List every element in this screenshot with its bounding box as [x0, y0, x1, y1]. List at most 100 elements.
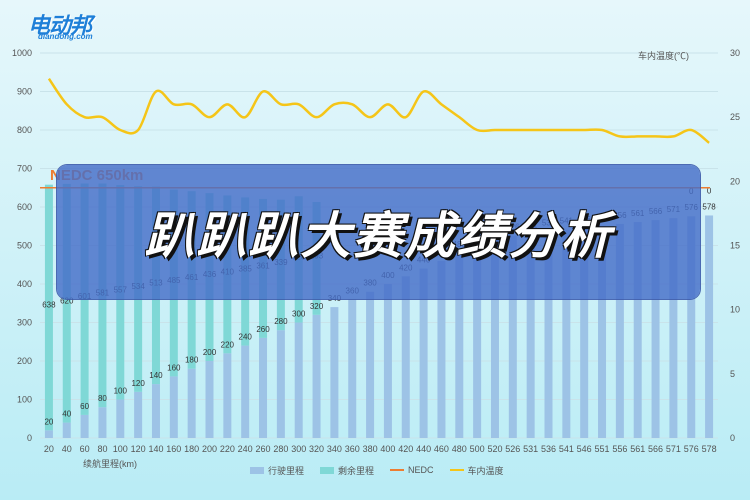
legend-swatch-temp [449, 469, 464, 471]
driven-value-label: 320 [310, 302, 324, 311]
bar-driven [383, 284, 392, 438]
y2-axis-title: 车内温度(℃) [638, 50, 689, 61]
y-tick-label: 300 [17, 318, 32, 328]
bar-driven [80, 414, 89, 438]
bar-driven [687, 216, 696, 438]
x-tick-label: 180 [184, 444, 199, 454]
x-tick-label: 20 [44, 444, 54, 454]
x-tick-label: 400 [380, 444, 395, 454]
driven-value-label: 60 [80, 402, 89, 411]
y2-tick-label: 25 [730, 112, 740, 122]
x-tick-label: 561 [630, 444, 645, 454]
bar-driven [366, 291, 375, 438]
x-tick-label: 566 [648, 444, 663, 454]
bar-driven [134, 391, 143, 438]
bar-driven [276, 330, 285, 438]
x-tick-label: 546 [577, 444, 592, 454]
x-tick-label: 531 [523, 444, 538, 454]
bar-driven [348, 299, 357, 438]
y-tick-label: 800 [17, 125, 32, 135]
bar-driven [294, 322, 303, 438]
bar-driven [116, 399, 125, 438]
x-tick-label: 380 [363, 444, 378, 454]
legend-label-temp: 车内温度 [467, 465, 504, 476]
bar-driven [330, 307, 339, 438]
bar-driven [508, 235, 517, 438]
driven-value-label: 160 [167, 363, 181, 372]
y-tick-label: 0 [27, 433, 32, 443]
bar-driven [580, 227, 589, 438]
x-tick-label: 571 [666, 444, 681, 454]
driven-value-label: 260 [256, 325, 270, 334]
bar-driven [562, 229, 571, 438]
legend-label-nedc: NEDC [408, 465, 434, 475]
bar-driven [241, 345, 250, 438]
x-tick-label: 240 [238, 444, 253, 454]
legend-label-remaining: 剩余里程 [338, 465, 375, 476]
remaining-value-label: 620 [60, 296, 74, 305]
y-tick-label: 600 [17, 202, 32, 212]
bar-driven [187, 368, 196, 438]
legend-item-driven: 行驶里程 [250, 464, 304, 477]
logo-sub-text: diandong.com [38, 32, 93, 41]
bar-driven [44, 430, 53, 438]
x-tick-label: 60 [80, 444, 90, 454]
x-tick-label: 440 [416, 444, 431, 454]
remaining-value-label: 0 [707, 186, 712, 195]
bar-driven [259, 337, 268, 438]
x-tick-label: 460 [434, 444, 449, 454]
bar-driven [401, 276, 410, 438]
bar-driven [312, 314, 321, 438]
x-tick-label: 120 [131, 444, 146, 454]
bar-driven [223, 353, 232, 438]
x-tick-label: 420 [398, 444, 413, 454]
bar-driven [455, 253, 464, 438]
title-banner: 趴趴趴大赛成绩分析 [57, 165, 700, 299]
chart-legend: 行驶里程 剩余里程 NEDC 车内温度 [250, 463, 550, 477]
bar-remaining [62, 183, 71, 423]
driven-value-label: 20 [44, 417, 53, 426]
bar-driven [633, 222, 642, 438]
driven-value-label: 200 [203, 348, 217, 357]
x-tick-label: 200 [202, 444, 217, 454]
y2-tick-label: 0 [730, 433, 735, 443]
y-tick-label: 700 [17, 164, 32, 174]
bar-driven [151, 384, 160, 438]
driven-value-label: 578 [702, 202, 716, 211]
y-tick-label: 900 [17, 87, 32, 97]
legend-item-temp: 车内温度 [449, 464, 504, 477]
legend-swatch-remaining [320, 466, 335, 474]
y-tick-label: 500 [17, 241, 32, 251]
x-tick-label: 220 [220, 444, 235, 454]
driven-value-label: 80 [98, 394, 107, 403]
driven-value-label: 140 [149, 371, 163, 380]
y-tick-label: 400 [17, 279, 32, 289]
bar-driven [473, 245, 482, 438]
x-tick-label: 536 [541, 444, 556, 454]
bar-driven [598, 225, 607, 438]
bar-driven [705, 215, 714, 438]
bar-remaining [44, 184, 53, 431]
driven-value-label: 280 [274, 317, 288, 326]
bar-driven [669, 218, 678, 438]
bar-remaining [80, 183, 89, 415]
y2-tick-label: 10 [730, 305, 740, 315]
x-tick-label: 360 [345, 444, 360, 454]
legend-item-remaining: 剩余里程 [320, 464, 374, 477]
x-axis-title: 续航里程(km) [83, 458, 137, 469]
x-tick-label: 551 [595, 444, 610, 454]
x-tick-label: 260 [256, 444, 271, 454]
x-tick-label: 500 [470, 444, 485, 454]
x-tick-label: 541 [559, 444, 574, 454]
legend-swatch-nedc [390, 469, 405, 471]
bar-driven [490, 237, 499, 438]
x-tick-label: 576 [684, 444, 699, 454]
remaining-value-label: 638 [42, 300, 56, 309]
bar-driven [651, 220, 660, 438]
banner-title: 趴趴趴大赛成绩分析 [144, 207, 613, 265]
brand-logo: 电动邦 diandong.com [28, 8, 118, 42]
y2-tick-label: 30 [730, 48, 740, 58]
bar-driven [98, 407, 107, 438]
logo-main-text: 电动邦 [28, 14, 92, 39]
